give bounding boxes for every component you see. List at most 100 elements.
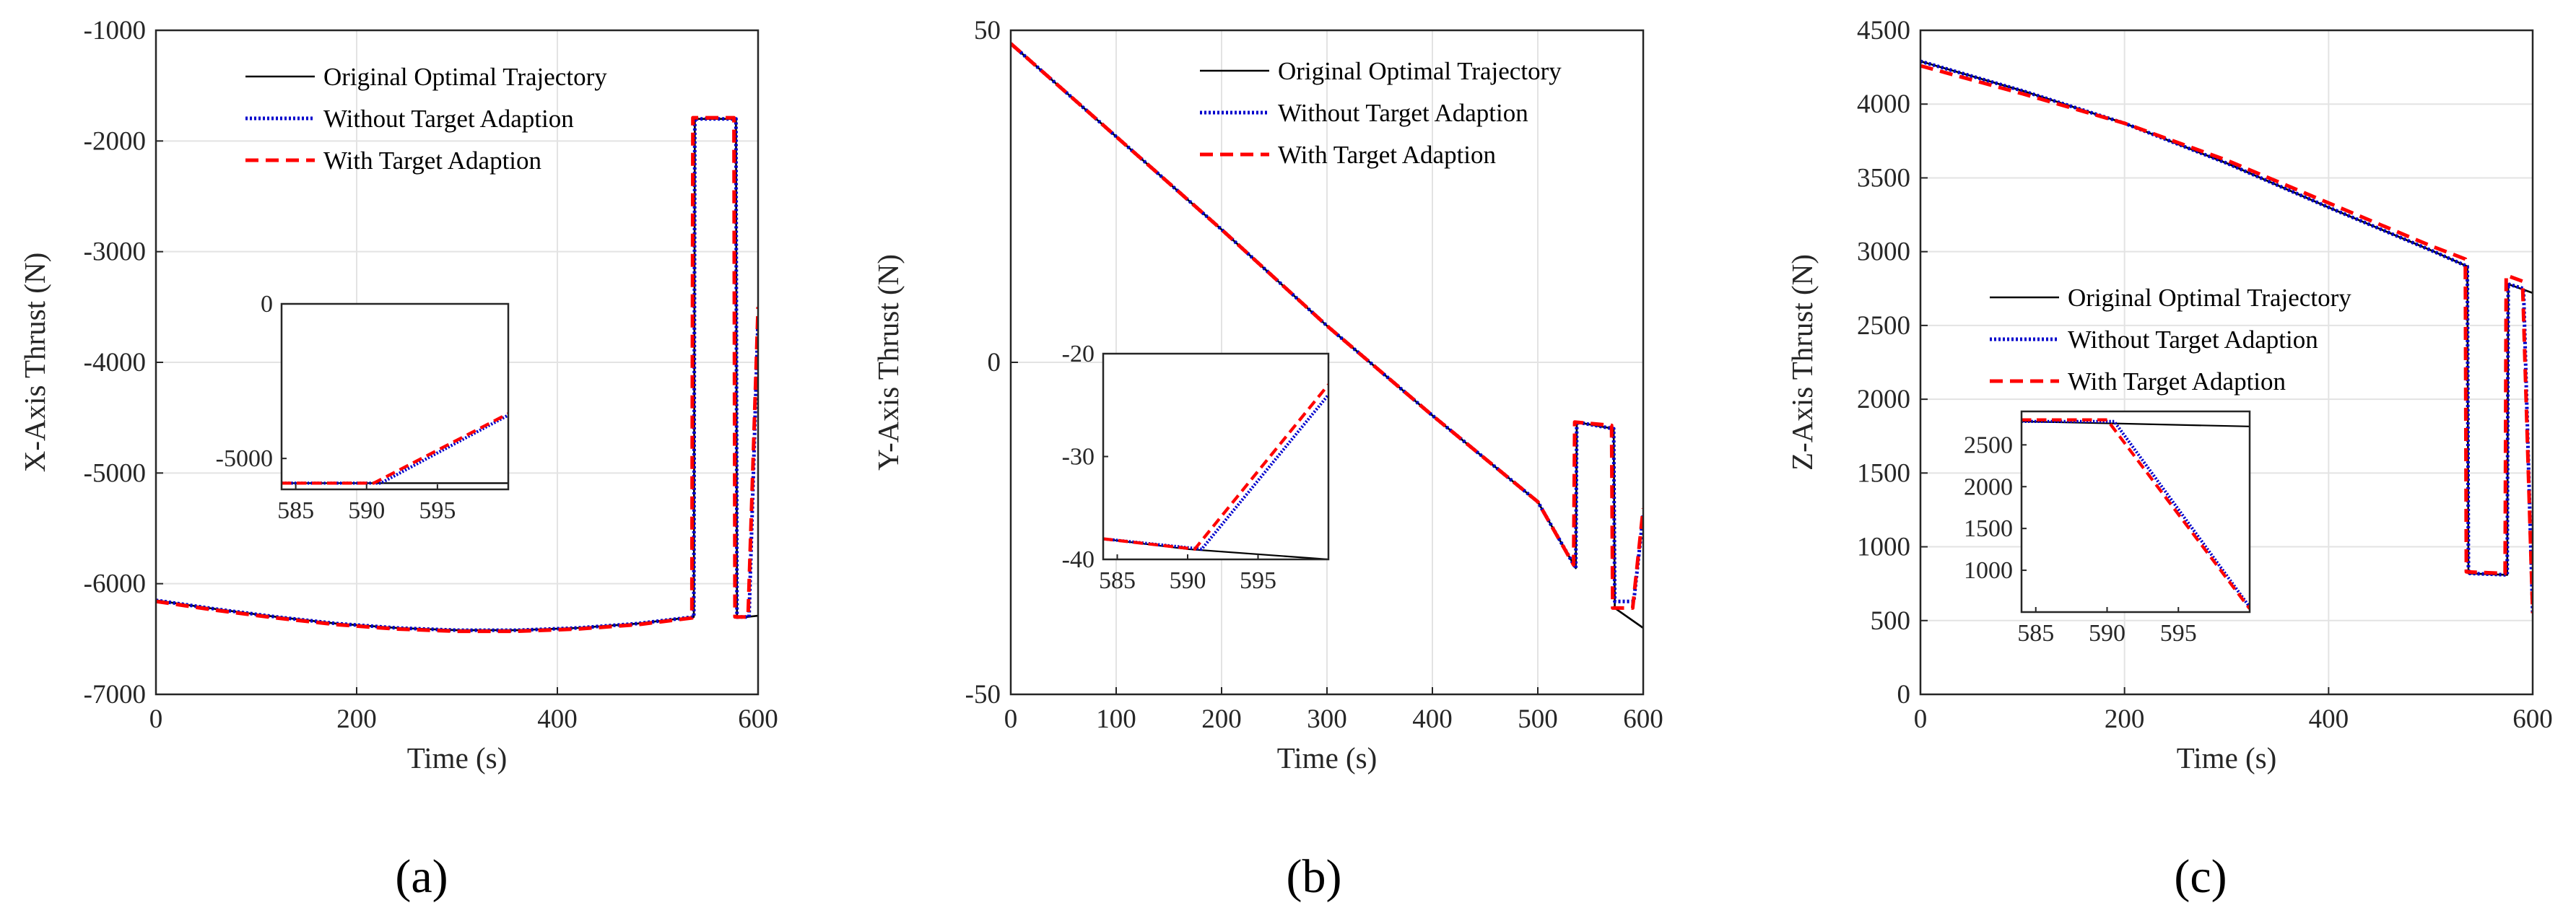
inset-series-line-2 [282,412,508,485]
y-tick-label: 0 [1897,680,1911,710]
panel-caption: (a) [395,850,448,903]
series-group [1920,59,2533,614]
inset-x-tick-label: 585 [1099,567,1136,594]
x-tick-label: 0 [149,704,163,734]
inset-chart: 585 590 595 -40 -30 -20 [1062,341,1330,594]
legend-label-2: With Target Adaption [2068,367,2286,396]
x-tick-label: 400 [537,704,578,734]
inset-x-tick-label: 595 [2160,620,2197,647]
x-axis-label: Time (s) [1277,741,1378,774]
x-tick-label: 600 [1623,704,1663,734]
panel-caption: (c) [2174,850,2227,903]
inset-y-tick-label: 0 [261,291,273,318]
y-tick-label: 3000 [1857,237,1910,267]
inset-x-tick-label: 585 [2017,620,2054,647]
legend-label-1: Without Target Adaption [1278,99,1528,127]
y-tick-label: -7000 [84,680,146,710]
y-tick-label: -50 [965,680,1001,710]
y-tick-label: 2500 [1857,311,1910,341]
series-line-2 [1011,42,1643,610]
x-tick-label: 600 [2512,704,2553,734]
inset-x-tick-label: 595 [419,497,456,524]
y-tick-label: 1000 [1857,533,1910,562]
plot-frame [1919,29,2534,696]
inset-y-tick-label: 1500 [1964,515,2013,542]
x-tick-label: 0 [1914,704,1928,734]
inset-x-tick-label: 590 [348,497,385,524]
chart-panel-a: 0 200 400 600 -7000 -6000 -5000 -4000 -3000 -2000… [18,16,778,903]
x-tick-label: 200 [2105,704,2145,734]
panel-caption: (b) [1287,850,1342,903]
x-tick-label: 300 [1307,704,1347,734]
inset-series-group [2022,418,2250,610]
y-tick-label: -1000 [84,16,146,45]
series-line-2 [1920,64,2533,614]
inset-x-tick-label: 590 [2089,620,2125,647]
inset-y-tick-label: 2500 [1964,432,2013,458]
y-tick-label: 4500 [1857,16,1910,45]
x-tick-label: 200 [336,704,377,734]
x-tick-label: 400 [2309,704,2349,734]
inset-area [282,304,508,489]
y-tick-label: -5000 [84,458,146,488]
legend-label-0: Original Optimal Trajectory [2068,284,2351,312]
inset-x-tick-label: 595 [1240,567,1276,594]
y-axis-label: X-Axis Thrust (N) [18,253,51,472]
y-tick-label: 4000 [1857,90,1910,119]
inset-y-tick-label: -20 [1062,341,1095,367]
x-tick-label: 600 [738,704,778,734]
series-group [1011,42,1643,629]
inset-frame [280,302,510,491]
inset-x-tick-label: 585 [277,497,314,524]
inset-area [2022,411,2250,612]
inset-frame [2020,410,2251,614]
inset-y-tick-label: -5000 [216,445,273,472]
x-axis-label: Time (s) [2177,741,2277,774]
x-tick-label: 400 [1412,704,1453,734]
legend: Original Optimal Trajectory Without Targe… [1200,57,1562,169]
legend: Original Optimal Trajectory Without Targe… [1990,284,2351,396]
y-axis-label: Y-Axis Thrust (N) [871,254,905,471]
legend-label-0: Original Optimal Trajectory [323,63,607,91]
inset-x-tick-label: 590 [1170,567,1206,594]
y-tick-label: -4000 [84,348,146,377]
inset-y-tick-label: -30 [1062,444,1095,471]
inset-chart: 585 590 595 -5000 0 [216,291,510,524]
x-tick-label: 100 [1096,704,1136,734]
inset-series-line-2 [2022,418,2250,610]
y-tick-label: 3500 [1857,163,1910,193]
x-axis-label: Time (s) [407,741,508,774]
inset-y-tick-label: 1000 [1964,557,2013,584]
chart-panel-c: 0 200 400 600 0 500 1000 1500 2000 2500 3000 3500 40… [1785,16,2553,903]
legend-label-2: With Target Adaption [323,147,541,175]
inset-y-tick-label: -40 [1062,546,1095,573]
x-tick-label: 500 [1518,704,1558,734]
legend-label-1: Without Target Adaption [2068,326,2318,354]
inset-y-tick-label: 2000 [1964,473,2013,500]
legend-label-2: With Target Adaption [1278,141,1496,169]
x-tick-label: 200 [1201,704,1242,734]
y-tick-label: -6000 [84,569,146,599]
y-tick-label: 1500 [1857,458,1910,488]
series-group [156,115,758,634]
x-tick-label: 0 [1004,704,1018,734]
inset-chart: 585 590 595 1000 1500 2000 2500 [1964,410,2251,647]
legend: Original Optimal Trajectory Without Targe… [245,63,607,175]
y-axis-label: Z-Axis Thrust (N) [1785,254,1819,471]
legend-label-1: Without Target Adaption [323,105,574,133]
series-line-2 [156,115,758,634]
y-tick-label: 2000 [1857,385,1910,414]
inset-series-line-2 [1103,383,1328,551]
inset-series-group [282,412,508,485]
y-tick-label: 500 [1871,606,1911,636]
y-tick-label: 50 [974,16,1001,45]
y-tick-label: -3000 [84,237,146,267]
inset-area [1103,354,1328,559]
y-tick-label: -2000 [84,126,146,156]
inset-series-line-0 [2022,420,2250,427]
legend-label-0: Original Optimal Trajectory [1278,57,1562,85]
inset-series-group [1103,383,1328,559]
y-tick-label: 0 [988,348,1001,377]
